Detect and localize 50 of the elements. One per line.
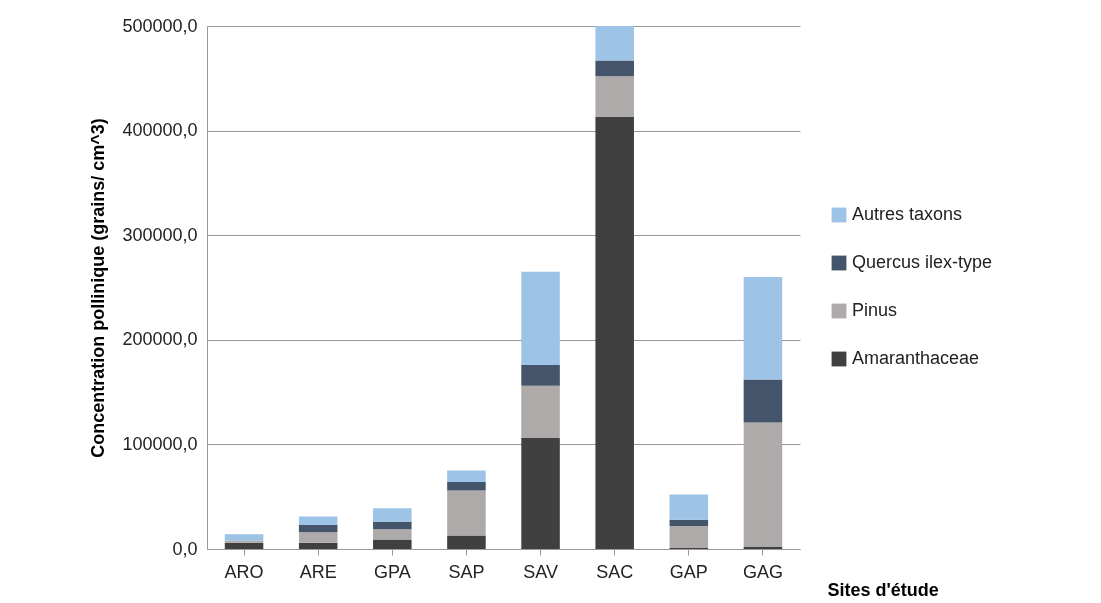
bar bbox=[669, 494, 709, 520]
y-tick-label: 200000,0 bbox=[122, 329, 198, 350]
legend-label: Quercus ilex-type bbox=[852, 252, 993, 272]
bar bbox=[669, 525, 709, 548]
y-tick-label: 400000,0 bbox=[122, 120, 198, 141]
x-tick-label: GPA bbox=[373, 561, 411, 582]
y-tick-label: 100000,0 bbox=[122, 433, 198, 454]
bar bbox=[595, 117, 634, 549]
x-axis-title: Sites d'étude bbox=[827, 579, 939, 600]
y-axis-title: Concentration pollinique (grains/ cm^3) bbox=[88, 118, 109, 458]
bar bbox=[447, 490, 486, 536]
bar bbox=[447, 535, 486, 549]
x-tick-label: SAC bbox=[596, 561, 634, 582]
legend-label: Pinus bbox=[852, 300, 898, 320]
bar bbox=[298, 524, 338, 533]
bar bbox=[521, 438, 560, 549]
bar bbox=[595, 60, 634, 77]
x-tick-label: GAG bbox=[742, 561, 783, 582]
y-tick-label: 500000,0 bbox=[122, 15, 198, 36]
x-tick-label: GAP bbox=[669, 561, 708, 582]
bar bbox=[743, 379, 783, 423]
legend-label: Amaranthaceae bbox=[852, 348, 980, 368]
bar bbox=[298, 516, 338, 525]
y-tick-label: 0,0 bbox=[172, 538, 198, 559]
bar bbox=[521, 271, 560, 365]
bar bbox=[224, 534, 264, 541]
bar bbox=[373, 521, 412, 530]
bar bbox=[373, 539, 412, 549]
bar bbox=[447, 482, 486, 491]
bar bbox=[224, 542, 264, 549]
bar bbox=[743, 422, 783, 547]
bar bbox=[373, 529, 412, 540]
y-tick-label: 300000,0 bbox=[122, 224, 198, 245]
bar bbox=[298, 532, 338, 543]
bar bbox=[595, 26, 634, 61]
bar bbox=[373, 508, 412, 522]
bar bbox=[595, 76, 634, 117]
bar bbox=[669, 519, 709, 526]
x-tick-label: SAP bbox=[448, 561, 485, 582]
x-tick-label: SAV bbox=[523, 561, 558, 582]
bar bbox=[521, 385, 560, 439]
bar bbox=[298, 542, 338, 549]
bar bbox=[743, 277, 783, 380]
x-tick-label: ARO bbox=[224, 561, 264, 582]
x-tick-label: ARE bbox=[299, 561, 337, 582]
bar bbox=[447, 470, 486, 483]
bar bbox=[521, 364, 560, 386]
bar bbox=[743, 546, 783, 549]
bar bbox=[224, 540, 264, 543]
legend-label: Autres taxons bbox=[852, 204, 963, 224]
